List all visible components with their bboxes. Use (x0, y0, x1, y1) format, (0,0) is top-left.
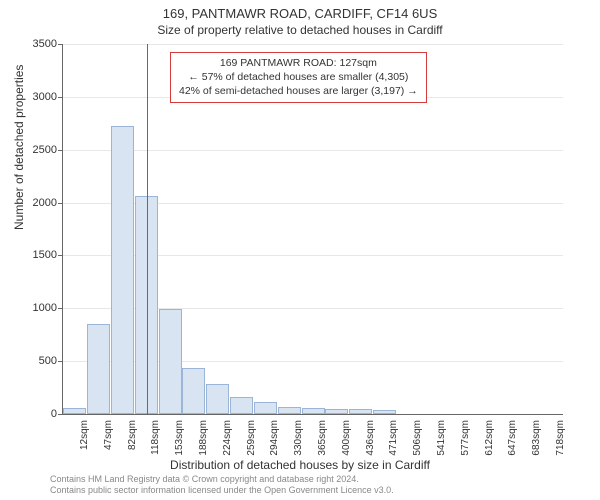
reference-line (147, 44, 148, 414)
xtick-label: 400sqm (341, 420, 352, 456)
gridline (63, 150, 563, 151)
bar (230, 397, 253, 414)
footer-line-2: Contains public sector information licen… (50, 485, 394, 496)
xtick-label: 294sqm (269, 420, 280, 456)
xtick-label: 541sqm (436, 420, 447, 456)
bar (87, 324, 110, 414)
xtick-label: 471sqm (388, 420, 399, 456)
ytick-mark (58, 308, 63, 309)
ytick-label: 3500 (17, 38, 57, 50)
bar (63, 408, 86, 414)
xtick-label: 153sqm (174, 420, 185, 456)
bar (254, 402, 277, 414)
xtick-label: 577sqm (460, 420, 471, 456)
bar (373, 410, 396, 414)
xtick-label: 47sqm (103, 420, 114, 450)
bar (159, 309, 182, 414)
xtick-label: 12sqm (79, 420, 90, 450)
xtick-label: 118sqm (150, 420, 161, 455)
xtick-label: 224sqm (222, 420, 233, 456)
xtick-label: 683sqm (531, 420, 542, 456)
footer-line-1: Contains HM Land Registry data © Crown c… (50, 474, 394, 485)
ytick-label: 0 (17, 408, 57, 420)
ytick-mark (58, 97, 63, 98)
chart-area: 050010001500200025003000350012sqm47sqm82… (62, 44, 562, 414)
ytick-label: 1000 (17, 302, 57, 314)
info-box: 169 PANTMAWR ROAD: 127sqm← 57% of detach… (170, 52, 427, 103)
ytick-label: 2000 (17, 197, 57, 209)
ytick-mark (58, 414, 63, 415)
gridline (63, 44, 563, 45)
xtick-label: 330sqm (293, 420, 304, 456)
xtick-label: 188sqm (198, 420, 209, 456)
info-box-line: 42% of semi-detached houses are larger (… (179, 84, 418, 98)
ytick-label: 3000 (17, 91, 57, 103)
xtick-label: 365sqm (317, 420, 328, 456)
ytick-label: 500 (17, 355, 57, 367)
xtick-label: 647sqm (507, 420, 518, 456)
chart-title: 169, PANTMAWR ROAD, CARDIFF, CF14 6US (0, 6, 600, 21)
bar (325, 409, 348, 414)
x-axis-label: Distribution of detached houses by size … (0, 458, 600, 472)
ytick-mark (58, 203, 63, 204)
bar (349, 409, 372, 414)
ytick-label: 1500 (17, 249, 57, 261)
ytick-mark (58, 150, 63, 151)
title-block: 169, PANTMAWR ROAD, CARDIFF, CF14 6US Si… (0, 0, 600, 37)
ytick-label: 2500 (17, 144, 57, 156)
bar (111, 126, 134, 414)
xtick-label: 506sqm (412, 420, 423, 456)
info-box-line: ← 57% of detached houses are smaller (4,… (179, 70, 418, 84)
xtick-label: 82sqm (127, 420, 138, 450)
bar (302, 408, 325, 414)
xtick-label: 612sqm (484, 420, 495, 456)
xtick-label: 718sqm (555, 420, 566, 456)
xtick-label: 436sqm (365, 420, 376, 456)
ytick-mark (58, 44, 63, 45)
bar (182, 368, 205, 415)
info-box-line: 169 PANTMAWR ROAD: 127sqm (179, 56, 418, 70)
ytick-mark (58, 361, 63, 362)
bar (206, 384, 229, 414)
xtick-label: 259sqm (246, 420, 257, 456)
chart-subtitle: Size of property relative to detached ho… (0, 23, 600, 37)
footer: Contains HM Land Registry data © Crown c… (50, 474, 394, 497)
ytick-mark (58, 255, 63, 256)
bar (278, 407, 301, 414)
